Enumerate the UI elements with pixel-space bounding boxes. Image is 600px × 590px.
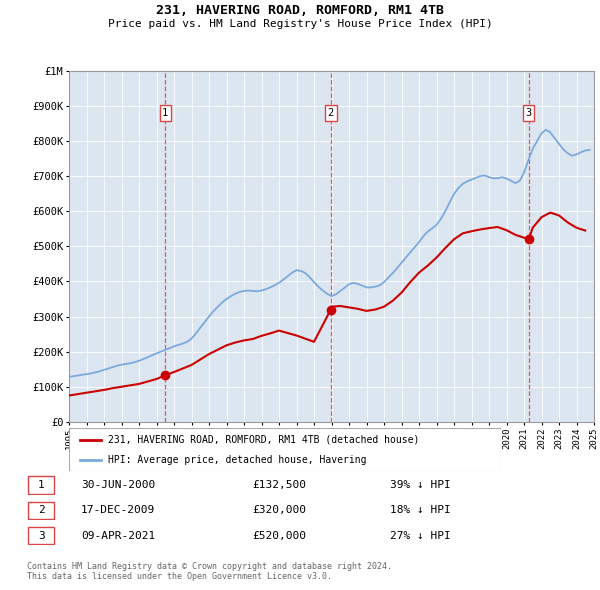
Text: 231, HAVERING ROAD, ROMFORD, RM1 4TB (detached house): 231, HAVERING ROAD, ROMFORD, RM1 4TB (de…: [108, 435, 419, 445]
Text: £520,000: £520,000: [252, 531, 306, 540]
Text: 231, HAVERING ROAD, ROMFORD, RM1 4TB: 231, HAVERING ROAD, ROMFORD, RM1 4TB: [156, 4, 444, 17]
Text: 2: 2: [328, 108, 334, 118]
Text: 3: 3: [38, 531, 45, 540]
Text: 27% ↓ HPI: 27% ↓ HPI: [390, 531, 451, 540]
Text: 2: 2: [38, 506, 45, 515]
Text: 39% ↓ HPI: 39% ↓ HPI: [390, 480, 451, 490]
Text: Price paid vs. HM Land Registry's House Price Index (HPI): Price paid vs. HM Land Registry's House …: [107, 19, 493, 29]
Text: 3: 3: [526, 108, 532, 118]
Text: 30-JUN-2000: 30-JUN-2000: [81, 480, 155, 490]
Text: 09-APR-2021: 09-APR-2021: [81, 531, 155, 540]
Text: £132,500: £132,500: [252, 480, 306, 490]
Text: This data is licensed under the Open Government Licence v3.0.: This data is licensed under the Open Gov…: [27, 572, 332, 581]
Text: 1: 1: [38, 480, 45, 490]
Text: HPI: Average price, detached house, Havering: HPI: Average price, detached house, Have…: [108, 455, 367, 465]
Text: 1: 1: [162, 108, 169, 118]
Text: 17-DEC-2009: 17-DEC-2009: [81, 506, 155, 515]
Text: Contains HM Land Registry data © Crown copyright and database right 2024.: Contains HM Land Registry data © Crown c…: [27, 562, 392, 571]
Text: 18% ↓ HPI: 18% ↓ HPI: [390, 506, 451, 515]
Text: £320,000: £320,000: [252, 506, 306, 515]
